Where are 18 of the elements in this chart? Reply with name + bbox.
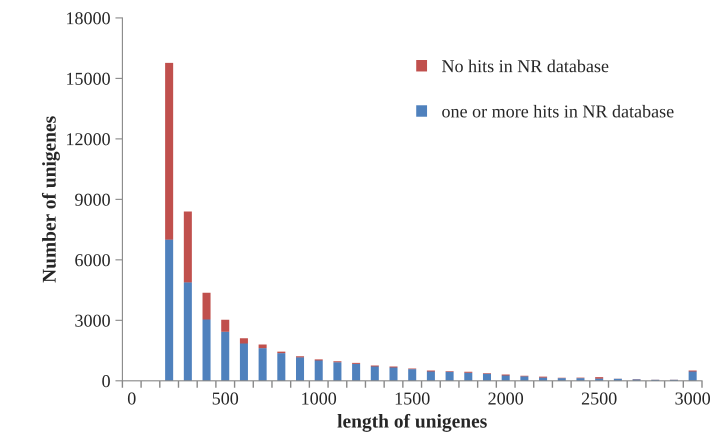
y-tick-label: 9000 <box>75 194 110 206</box>
y-tick-label: 3000 <box>75 314 110 327</box>
y-tick-label: 18000 <box>67 12 110 24</box>
x-tick-label: 3000 <box>675 392 710 405</box>
legend-label: one or more hits in NR database <box>442 104 674 118</box>
x-tick-label: 1000 <box>302 392 336 405</box>
y-axis-title: Number of unigenes <box>42 116 60 283</box>
y-tick-label: 12000 <box>67 133 110 146</box>
x-tick-label: 2000 <box>488 392 524 405</box>
x-tick-label: 500 <box>212 392 238 405</box>
y-tick-label: 0 <box>102 375 110 388</box>
x-tick-label: 2500 <box>582 392 617 405</box>
y-tick-label: 15000 <box>67 72 110 85</box>
y-tick-label: 6000 <box>75 254 110 266</box>
x-tick-label: 0 <box>128 392 136 405</box>
x-tick-label: 1500 <box>396 392 430 405</box>
x-axis-title: length of unigenes <box>337 414 487 432</box>
legend-label: No hits in NR database <box>442 60 608 72</box>
